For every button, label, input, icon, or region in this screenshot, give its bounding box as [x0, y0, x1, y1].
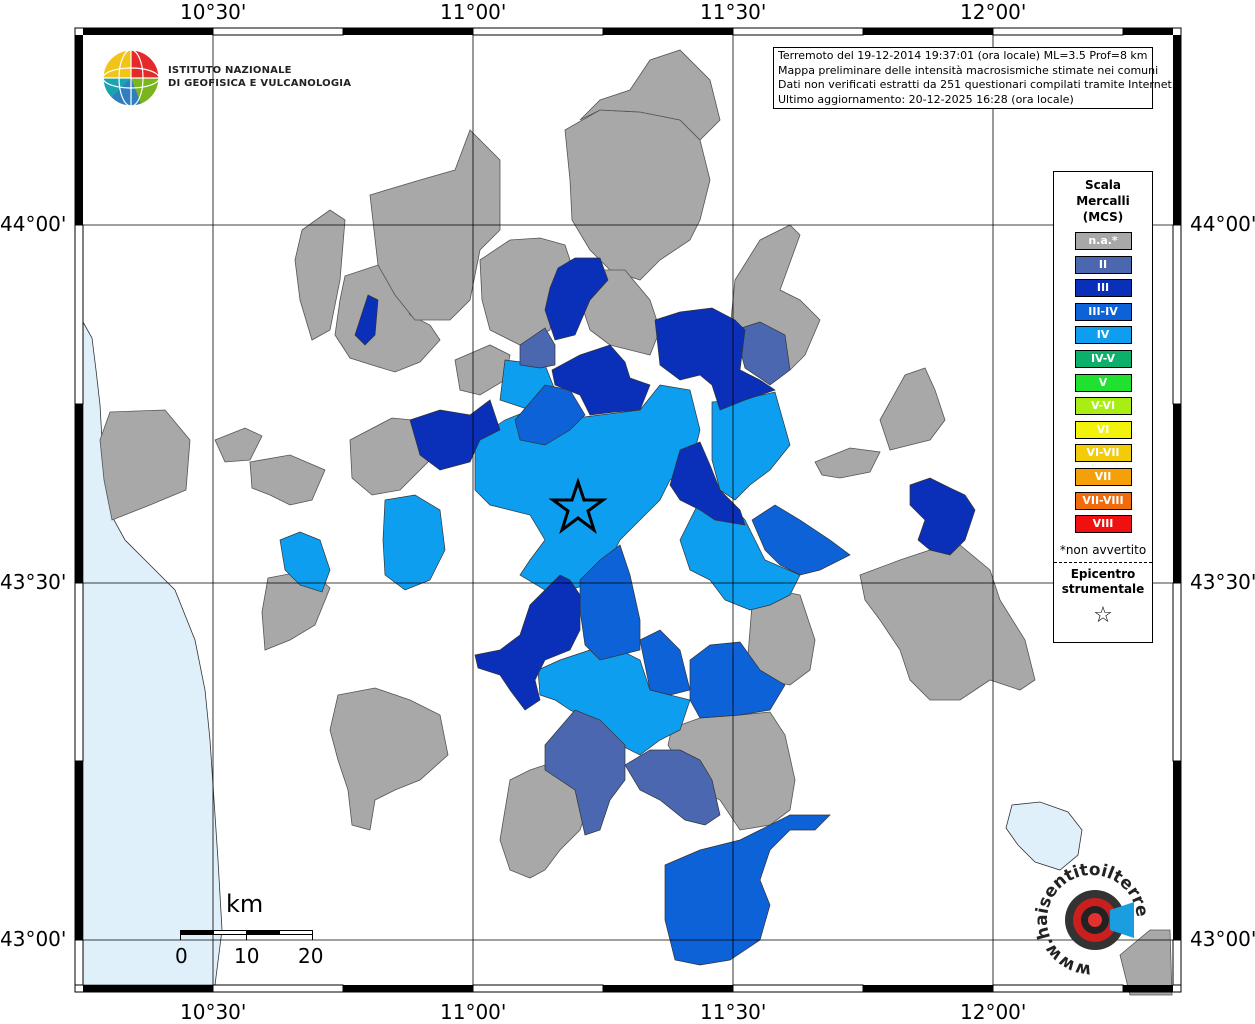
legend-item: VIII: [1074, 515, 1132, 534]
legend-list: n.a.* II III III-IV IV IV-V V V-VI VI VI-VII VII VI…: [1054, 232, 1152, 534]
municipalities-na: [99, 49, 1173, 996]
lon-label-bottom-3: 11°30': [700, 1000, 767, 1024]
info-line-2: Mappa preliminare delle intensità macros…: [778, 63, 1159, 77]
legend-item: IV-V: [1074, 349, 1132, 368]
legend-item: V: [1074, 373, 1132, 392]
municipalities-iii: [354, 257, 976, 711]
lon-label-top-1: 10°30': [180, 0, 247, 24]
hai-sentito-logo-icon: www.haisentitoilterremoto.it: [1032, 860, 1152, 980]
island-sea: [1005, 801, 1083, 871]
lon-label-bottom-1: 10°30': [180, 1000, 247, 1024]
legend-title: Scala Mercalli (MCS): [1054, 177, 1152, 225]
lon-label-bottom-2: 11°00': [440, 1000, 507, 1024]
scale-label-20: 20: [298, 944, 324, 968]
lat-label-right-3: 43°00': [1190, 927, 1255, 951]
map-frame: [74, 27, 1182, 993]
scale-bar: [180, 930, 313, 940]
sea-area: [82, 320, 223, 986]
legend-title-line2: Mercalli: [1076, 194, 1130, 208]
municipalities-iii-iv: [514, 384, 851, 966]
info-line-1: Terremoto del 19-12-2014 19:37:01 (ora l…: [778, 49, 1148, 62]
legend-item: V-VI: [1074, 397, 1132, 416]
lat-label-left-1: 44°00': [0, 212, 67, 236]
legend-item: VI: [1074, 420, 1132, 439]
intensity-legend: Scala Mercalli (MCS) n.a.* II III III-IV IV I…: [1053, 171, 1153, 643]
institute-name: ISTITUTO NAZIONALE DI GEOFISICA E VULCAN…: [168, 64, 351, 90]
lon-label-top-3: 11°30': [700, 0, 767, 24]
legend-note: *non avvertito: [1059, 543, 1147, 558]
legend-epicenter-label: Epicentro strumentale: [1054, 567, 1152, 597]
legend-item: IV: [1074, 326, 1132, 345]
legend-separator: [1054, 562, 1152, 564]
scale-unit: km: [226, 890, 264, 918]
lon-label-top-4: 12°00': [960, 0, 1027, 24]
lon-label-bottom-4: 12°00': [960, 1000, 1027, 1024]
earthquake-info-box: Terremoto del 19-12-2014 19:37:01 (ora l…: [773, 47, 1176, 109]
legend-item: VII-VIII: [1074, 491, 1132, 510]
legend-title-line1: Scala: [1084, 178, 1122, 192]
epicenter-star-icon: [548, 477, 608, 535]
institute-name-line2: DI GEOFISICA E VULCANOLOGIA: [168, 78, 352, 89]
legend-epicenter-line2: strumentale: [1061, 582, 1145, 597]
scale-label-10: 10: [234, 944, 260, 968]
legend-title-line3: (MCS): [1082, 210, 1124, 224]
ingv-globe-icon: [102, 49, 160, 107]
institute-name-line1: ISTITUTO NAZIONALE: [168, 65, 292, 76]
info-line-3: Dati non verificati estratti da 251 ques…: [778, 78, 1176, 91]
lat-label-right-2: 43°30': [1190, 570, 1255, 594]
legend-item: n.a.*: [1074, 232, 1132, 250]
legend-epicenter-line1: Epicentro: [1070, 567, 1136, 582]
legend-item: III-IV: [1074, 302, 1132, 321]
legend-item: III: [1074, 279, 1132, 298]
scale-label-0: 0: [175, 944, 188, 968]
graticule: [75, 30, 1180, 992]
lon-label-top-2: 11°00': [440, 0, 507, 24]
lat-label-right-1: 44°00': [1190, 212, 1255, 236]
legend-item: II: [1074, 255, 1132, 274]
municipalities-ii: [519, 321, 791, 836]
legend-item: VII: [1074, 467, 1132, 486]
info-line-4: Ultimo aggiornamento: 20-12-2025 16:28 (…: [778, 92, 1074, 106]
lat-label-left-2: 43°30': [0, 570, 67, 594]
legend-item: VI-VII: [1074, 444, 1132, 463]
legend-star-icon: ☆: [1093, 603, 1113, 629]
lat-label-left-3: 43°00': [0, 927, 67, 951]
